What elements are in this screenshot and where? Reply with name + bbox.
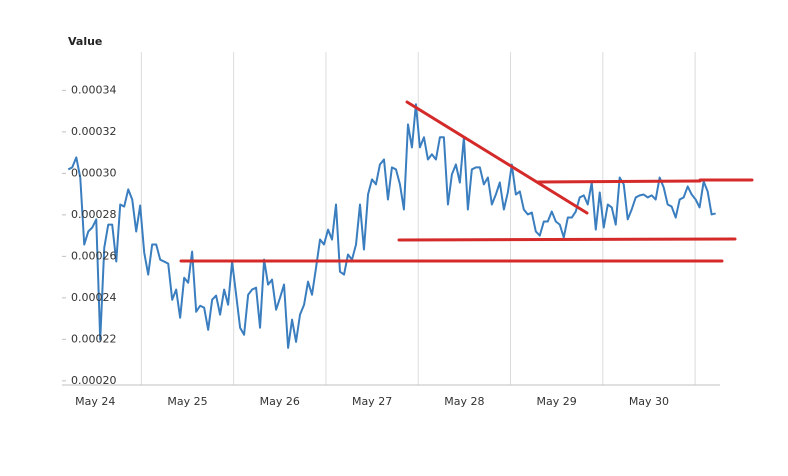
x-tick-label: May 28 — [444, 395, 484, 408]
x-tick-label: May 26 — [260, 395, 300, 408]
y-tick-label: 0.00030 — [71, 166, 117, 179]
drawn-trend-lines — [179, 100, 754, 263]
y-tick-label: 0.00020 — [71, 374, 117, 387]
x-tick-label: May 29 — [537, 395, 577, 408]
y-tick-label: 0.00022 — [71, 332, 117, 345]
trend-line — [405, 100, 589, 215]
chart-title: Value — [68, 35, 102, 48]
tick-labels: May 24 May 25 May 26 May 27 May 28 May 29 May … — [62, 83, 669, 408]
y-tick-label: 0.00032 — [71, 125, 117, 138]
line-series — [67, 103, 716, 349]
y-tick-label: 0.00024 — [71, 291, 117, 304]
x-tick-label: May 24 — [75, 395, 115, 408]
y-tick-label: 0.00034 — [71, 83, 117, 96]
x-tick-label: May 25 — [167, 395, 207, 408]
x-tick-label: May 30 — [629, 395, 669, 408]
x-tick-label: May 27 — [352, 395, 392, 408]
y-tick-label: 0.00028 — [71, 208, 117, 221]
grid — [140, 52, 696, 385]
y-tick-label: 0.00026 — [71, 249, 117, 262]
trend-line — [536, 179, 702, 184]
trend-line — [397, 237, 737, 242]
plot — [67, 103, 716, 349]
